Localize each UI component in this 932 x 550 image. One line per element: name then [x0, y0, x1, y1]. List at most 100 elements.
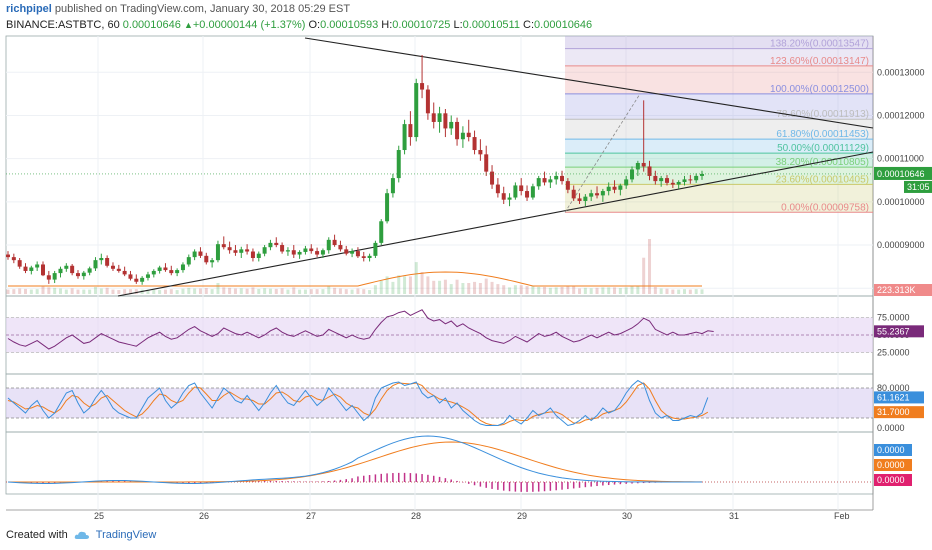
- macd-value-text: 0.0000: [877, 445, 905, 455]
- candle-body: [659, 178, 664, 182]
- candle-body: [425, 89, 430, 114]
- volume-bar: [700, 289, 704, 294]
- candle-body: [595, 193, 600, 196]
- volume-bar: [6, 289, 10, 294]
- publish-info: richpipel published on TradingView.com, …: [6, 3, 350, 15]
- candle-body: [443, 113, 448, 129]
- publish-text: published on TradingView.com, January 30…: [54, 3, 351, 15]
- low-label: L:: [453, 19, 463, 31]
- candle-body: [274, 242, 279, 246]
- rsi-tick-label: 25.0000: [877, 348, 910, 358]
- volume-bar: [64, 289, 68, 294]
- candle-body: [565, 181, 570, 190]
- candle-body: [414, 83, 419, 138]
- candle-body: [350, 251, 355, 254]
- close-label: C:: [523, 19, 535, 31]
- volume-tag-text: 223.313K: [877, 285, 916, 295]
- volume-bar: [467, 283, 471, 294]
- macd-signal-line: [8, 441, 703, 483]
- stoch-k-tag: [874, 391, 924, 404]
- fib-level-label: 100.00%(0.00012500): [770, 84, 869, 95]
- volume-bar: [47, 287, 51, 294]
- candle-body: [390, 178, 395, 194]
- candle-body: [140, 277, 145, 282]
- volume-bar: [642, 257, 646, 294]
- volume-bar: [385, 276, 389, 294]
- volume-bar: [35, 289, 39, 294]
- candle-body: [472, 137, 477, 151]
- pane-frame-3: [5, 431, 874, 495]
- volume-bar: [362, 289, 366, 294]
- candle-body: [373, 242, 378, 256]
- volume-bar: [578, 288, 582, 294]
- candle-body: [665, 178, 670, 183]
- volume-bar: [298, 289, 302, 294]
- candle-body: [64, 265, 69, 269]
- candle-body: [221, 244, 226, 248]
- candle-body: [169, 270, 174, 274]
- candle-body: [525, 191, 530, 198]
- price-change: +0.00000144 (+1.37%): [192, 19, 306, 31]
- x-tick-label: Feb: [834, 511, 850, 521]
- candle-body: [396, 150, 401, 179]
- macd-value-text: 0.0000: [877, 475, 905, 485]
- volume-bar: [350, 289, 354, 294]
- volume-bar: [403, 276, 407, 294]
- fib-zone: [565, 65, 873, 94]
- candle-body: [641, 162, 646, 167]
- volume-bar: [333, 287, 337, 294]
- candle-body: [682, 179, 687, 182]
- fib-top-zone: [565, 36, 873, 49]
- candle-body: [116, 268, 121, 271]
- author-link[interactable]: richpipel: [6, 3, 52, 15]
- candle-body: [239, 249, 244, 253]
- candle-body: [402, 124, 407, 151]
- volume-bar: [198, 288, 202, 294]
- volume-bar: [327, 285, 331, 294]
- footer: Created with TradingView: [6, 529, 156, 541]
- rsi-value-tag: [874, 325, 924, 338]
- candle-body: [285, 250, 290, 252]
- volume-bar: [636, 286, 640, 294]
- volume-bar: [321, 289, 325, 294]
- fib-zone: [565, 139, 873, 154]
- candle-body: [128, 274, 133, 279]
- candle-body: [478, 150, 483, 155]
- x-tick-label: 28: [411, 511, 421, 521]
- candle-body: [75, 273, 80, 277]
- fib-level-label: 123.60%(0.00013147): [770, 56, 869, 67]
- candle-body: [700, 173, 704, 176]
- volume-bar: [274, 288, 278, 294]
- volume-bar: [548, 287, 552, 294]
- candle-body: [624, 179, 629, 186]
- candle-body: [647, 166, 652, 176]
- volume-bar: [537, 286, 541, 294]
- candle-body: [495, 184, 500, 194]
- y-tick-label: 0.00013000: [877, 67, 925, 77]
- candle-body: [81, 272, 86, 277]
- volume-bar: [659, 288, 663, 294]
- candle-body: [151, 270, 156, 275]
- volume-bar: [338, 288, 342, 294]
- fib-zone: [565, 93, 873, 120]
- volume-bar: [356, 288, 360, 294]
- y-tick-label: 0.00011000: [877, 154, 924, 164]
- last-price-tag: [874, 166, 932, 180]
- volume-bar: [490, 281, 494, 294]
- volume-bar: [653, 286, 657, 294]
- candle-body: [17, 260, 22, 267]
- x-tick-label: 30: [622, 511, 632, 521]
- volume-bar: [438, 280, 442, 294]
- candle-body: [583, 196, 588, 201]
- stoch-k-text: 61.1621: [877, 392, 910, 402]
- candle-body: [408, 124, 413, 138]
- candle-body: [29, 267, 34, 271]
- candle-body: [501, 193, 506, 200]
- tradingview-brand[interactable]: TradingView: [95, 529, 157, 541]
- macd-value-text: 0.0000: [877, 460, 905, 470]
- volume-bar: [443, 279, 447, 294]
- volume-tag: [874, 284, 932, 296]
- candle-body: [332, 239, 337, 246]
- volume-bar: [146, 289, 150, 294]
